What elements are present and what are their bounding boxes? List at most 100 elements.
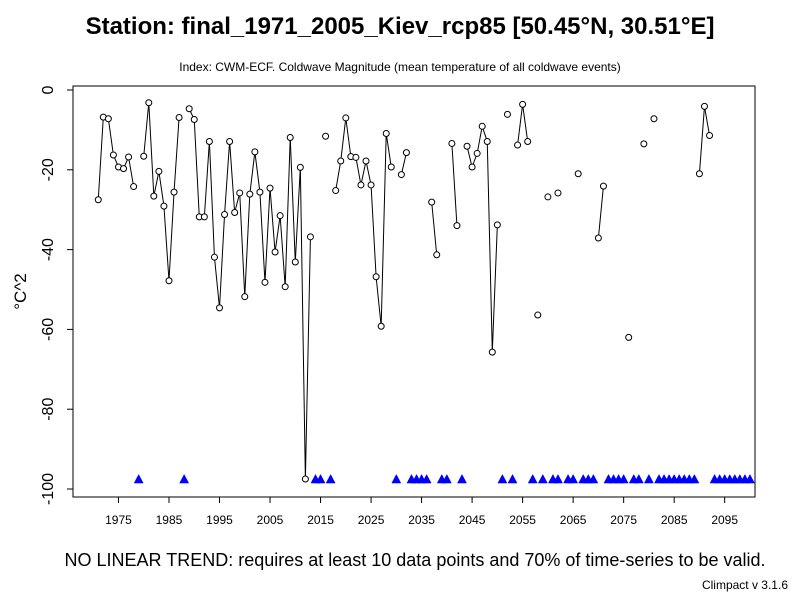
missing-marker — [421, 474, 432, 484]
data-point — [367, 181, 375, 189]
series-segment — [304, 236, 311, 480]
data-point — [650, 115, 658, 123]
data-point — [150, 192, 158, 200]
missing-marker — [507, 474, 518, 484]
series-segment — [451, 143, 458, 226]
series-segment — [294, 167, 301, 262]
data-point — [382, 129, 390, 137]
data-point — [332, 187, 340, 195]
data-point — [337, 157, 345, 165]
series-segment — [128, 156, 135, 187]
series-segment — [148, 102, 155, 197]
missing-marker — [553, 474, 563, 484]
x-tick-label: 2005 — [257, 513, 284, 527]
x-tick-label: 1985 — [156, 513, 183, 527]
data-point — [109, 151, 117, 159]
data-point — [200, 213, 208, 221]
missing-marker — [457, 474, 467, 484]
data-point — [251, 148, 259, 156]
data-point — [640, 140, 648, 148]
series-segment — [143, 102, 150, 157]
series-segment — [365, 160, 372, 186]
software-credit: Climpact v 3.1.6 — [701, 578, 788, 592]
data-point — [357, 181, 365, 189]
x-tick-label: 1975 — [105, 513, 132, 527]
data-point — [170, 188, 178, 196]
data-point — [155, 167, 163, 175]
data-point — [221, 210, 229, 218]
data-point — [276, 212, 284, 220]
x-tick-label: 1995 — [206, 513, 233, 527]
x-tick-label: 2095 — [711, 513, 738, 527]
data-point — [246, 190, 254, 198]
chart-subtitle: Index: CWM-ECF. Coldwave Magnitude (mean… — [179, 60, 621, 74]
series-segment — [173, 117, 180, 193]
x-tick-label: 2045 — [459, 513, 486, 527]
data-point — [524, 137, 532, 145]
missing-marker — [315, 474, 326, 484]
series-segment — [289, 137, 296, 262]
y-tick-label: -60 — [40, 318, 57, 341]
series-segment — [597, 186, 604, 239]
data-point — [256, 188, 264, 196]
data-point — [291, 258, 299, 266]
missing-marker — [568, 474, 579, 484]
data-point — [599, 182, 607, 190]
data-point — [210, 253, 218, 261]
missing-marker — [643, 474, 654, 484]
series-segment — [107, 118, 114, 156]
series-segment — [229, 141, 236, 213]
data-point — [231, 208, 239, 216]
data-point — [281, 283, 289, 291]
series-segment — [522, 104, 529, 142]
series-segment — [274, 215, 281, 253]
data-point — [554, 189, 562, 197]
data-point — [428, 198, 436, 206]
data-point — [463, 142, 471, 150]
series-segment — [153, 171, 160, 197]
data-point — [706, 131, 714, 139]
x-tick-label: 2035 — [408, 513, 435, 527]
y-tick-label: 0 — [40, 85, 57, 94]
series-segment — [284, 137, 291, 287]
data-point — [362, 157, 370, 165]
data-point — [352, 153, 360, 161]
plot-frame — [72, 85, 756, 498]
data-point — [397, 171, 405, 179]
missing-marker — [391, 474, 402, 484]
y-tick-label: -80 — [40, 398, 57, 421]
missing-marker — [325, 474, 336, 484]
series-segment — [340, 117, 347, 162]
series-segment — [224, 141, 231, 215]
data-point — [342, 114, 350, 122]
chart-title: Station: final_1971_2005_Kiev_rcp85 [50.… — [85, 13, 715, 40]
series-segment — [703, 106, 711, 136]
data-point — [271, 248, 279, 256]
x-tick-label: 2085 — [661, 513, 688, 527]
missing-marker — [537, 474, 548, 484]
data-point — [130, 183, 138, 191]
missing-marker — [441, 474, 452, 484]
data-point — [140, 152, 148, 160]
x-tick-label: 2015 — [307, 513, 334, 527]
missing-marker — [133, 474, 144, 484]
data-point — [165, 277, 173, 285]
data-point — [241, 293, 249, 301]
y-tick-label: -20 — [40, 158, 57, 181]
data-point — [594, 234, 602, 242]
series-segment — [466, 146, 473, 168]
data-point — [94, 196, 102, 204]
data-point — [453, 222, 461, 230]
series-segment — [345, 117, 352, 157]
data-point — [478, 122, 486, 130]
series-segment — [279, 215, 286, 287]
series-segment — [97, 117, 104, 200]
series-segment — [335, 160, 342, 191]
series-segment — [360, 160, 367, 186]
y-tick-label: -40 — [40, 238, 57, 261]
y-tick-label: -100 — [40, 473, 57, 505]
series-segment — [476, 126, 483, 154]
data-point — [503, 110, 511, 118]
series-segment — [400, 152, 407, 175]
